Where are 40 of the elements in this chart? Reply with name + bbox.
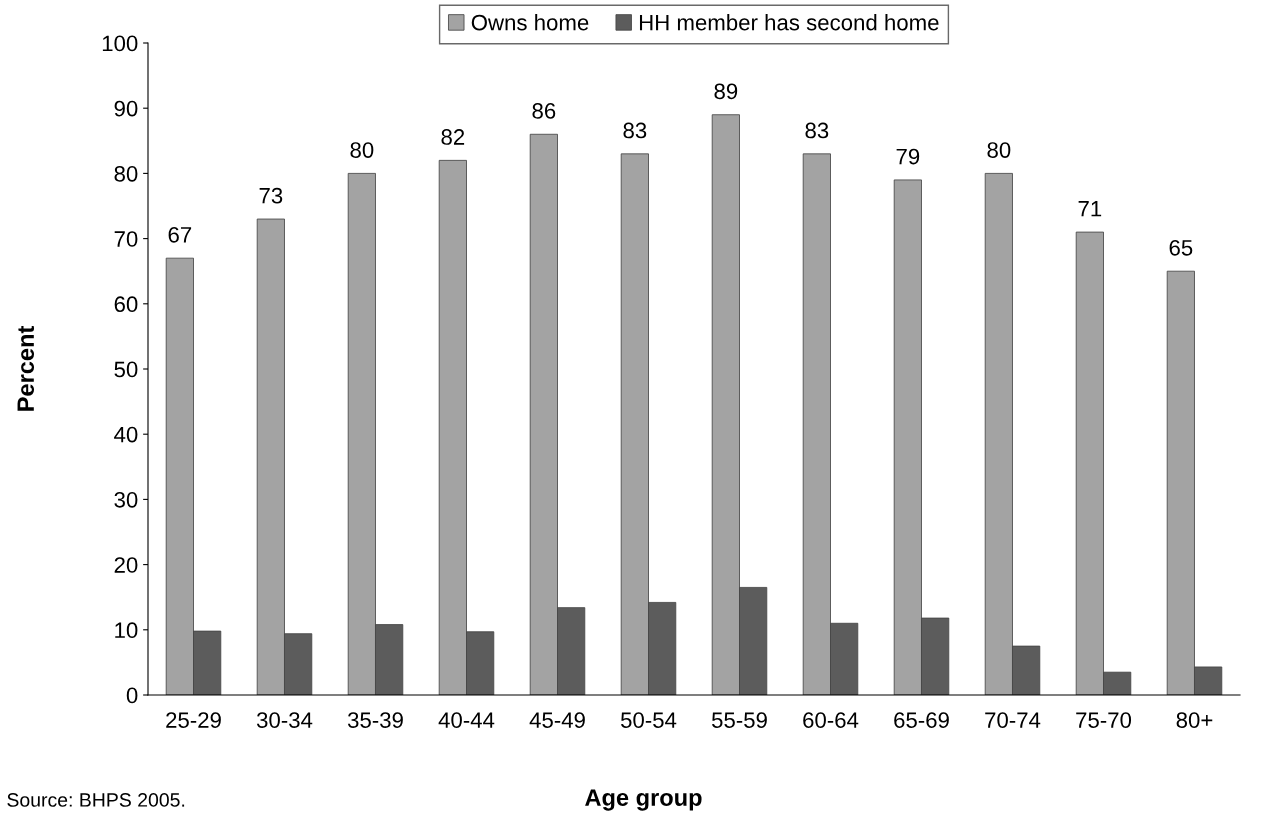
data-label: 80 — [350, 142, 374, 158]
y-tick-label: 90 — [114, 100, 138, 117]
y-tick-label: 30 — [114, 491, 138, 508]
x-tick-label: 25-29 — [166, 712, 221, 728]
data-label: 71 — [1078, 201, 1102, 217]
y-tick-label: 10 — [115, 622, 138, 639]
x-tick-label: 35-39 — [347, 712, 403, 728]
y-tick-label: 70 — [114, 231, 138, 247]
x-axis-title: Age group — [585, 789, 702, 811]
y-tick-label: 0 — [126, 687, 138, 704]
x-tick-label: 65-69 — [894, 712, 949, 728]
x-tick-label: 45-49 — [529, 712, 585, 728]
y-tick-label: 40 — [114, 426, 138, 443]
y-tick-label: 20 — [114, 557, 138, 573]
data-label: 73 — [259, 187, 283, 204]
y-tick-label: 50 — [114, 361, 138, 378]
legend-label: Owns home — [471, 14, 589, 31]
y-tick-label: 80 — [114, 165, 138, 182]
x-tick-label: 70-74 — [985, 712, 1041, 728]
x-tick-label: 80+ — [1176, 712, 1213, 728]
y-tick-label: 100 — [102, 35, 138, 52]
data-label: 83 — [623, 122, 647, 139]
data-label: 83 — [805, 122, 829, 139]
data-label: 65 — [1169, 239, 1193, 256]
data-label: 89 — [714, 83, 738, 100]
source-note: Source: BHPS 2005. — [7, 793, 185, 807]
data-label: 79 — [896, 148, 920, 165]
x-tick-label: 30-34 — [256, 712, 313, 728]
x-tick-label: 40-44 — [438, 712, 495, 728]
data-label: 86 — [532, 103, 556, 119]
data-label: 80 — [987, 142, 1011, 158]
data-label: 82 — [441, 129, 465, 145]
x-tick-label: 50-54 — [620, 712, 677, 728]
x-tick-label: 75-70 — [1076, 712, 1132, 728]
x-tick-label: 55-59 — [711, 712, 767, 728]
y-axis-title: Percent — [17, 325, 35, 411]
legend-label: HH member has second home — [639, 14, 939, 31]
data-label: 67 — [168, 226, 192, 243]
y-tick-label: 60 — [114, 296, 138, 313]
x-tick-label: 60-64 — [803, 712, 859, 728]
